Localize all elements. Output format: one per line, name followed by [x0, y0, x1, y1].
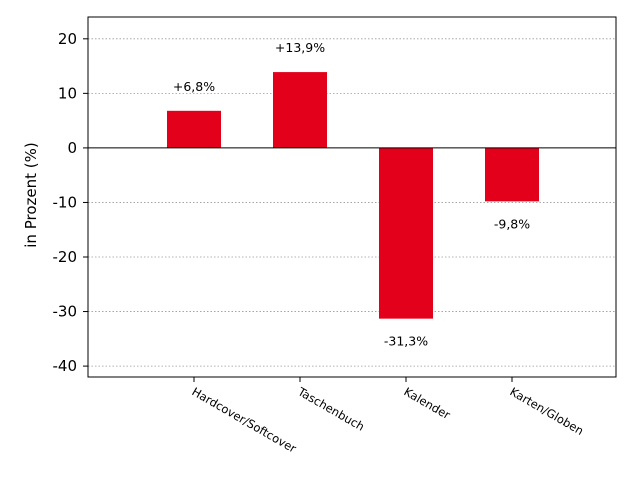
y-tick-label: 0	[67, 139, 77, 157]
data-label: +13,9%	[275, 40, 325, 55]
x-tick-label: Hardcover/Softcover	[190, 384, 299, 455]
x-tick-label: Kalender	[402, 384, 453, 422]
y-tick-label: -40	[53, 357, 78, 375]
data-label: -9,8%	[494, 216, 530, 231]
x-tick-label: Karten/Globen	[508, 384, 587, 437]
grid-lines	[88, 38, 616, 367]
bars	[167, 72, 539, 319]
data-label: -31,3%	[384, 334, 428, 349]
y-tick-label: 20	[58, 30, 77, 48]
bar-1	[167, 110, 221, 148]
data-label: +6,8%	[173, 79, 215, 94]
x-tick-label: Taschenbuch	[295, 384, 367, 434]
y-tick-label: 10	[58, 84, 77, 102]
y-tick-label: -10	[53, 193, 78, 211]
plot-frame	[87, 16, 617, 378]
y-axis-title: in Prozent (%)	[22, 142, 40, 247]
bar-2	[273, 72, 327, 148]
bar-4	[485, 147, 539, 202]
y-tick-label: -30	[53, 303, 78, 321]
data-labels: +6,8% +13,9% -31,3% -9,8%	[173, 40, 530, 349]
y-tick-label: -20	[53, 248, 78, 266]
bar-3	[379, 147, 433, 319]
y-axis-ticks: 20 10 0 -10 -20 -30 -40	[53, 30, 88, 375]
